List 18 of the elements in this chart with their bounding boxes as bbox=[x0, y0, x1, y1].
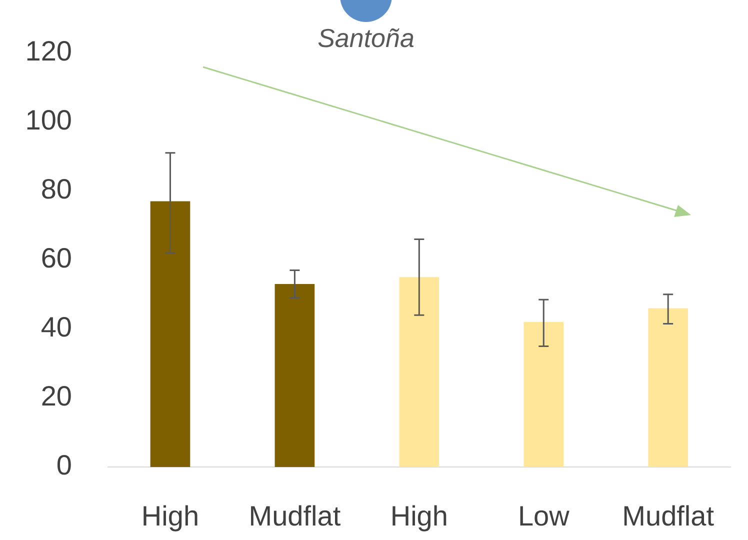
x-tick-label: High bbox=[390, 500, 448, 532]
y-tick-label: 60 bbox=[40, 242, 72, 274]
x-tick-label: Mudflat bbox=[248, 500, 341, 532]
x-tick-label: Mudflat bbox=[622, 500, 714, 532]
bar bbox=[399, 277, 440, 467]
y-tick-label: 120 bbox=[25, 36, 72, 67]
bar bbox=[524, 322, 564, 467]
y-tick-label: 80 bbox=[40, 174, 72, 205]
y-tick-label: 40 bbox=[40, 312, 72, 343]
x-tick-label: High bbox=[141, 500, 200, 532]
y-tick-label: 0 bbox=[56, 450, 72, 481]
bar bbox=[274, 284, 315, 467]
x-tick-label: Low bbox=[518, 500, 570, 532]
chart-title: Santoña bbox=[318, 23, 414, 54]
bar bbox=[648, 308, 688, 467]
y-tick-label: 20 bbox=[40, 380, 72, 412]
bar bbox=[150, 201, 190, 467]
y-tick-label: 100 bbox=[25, 104, 72, 136]
